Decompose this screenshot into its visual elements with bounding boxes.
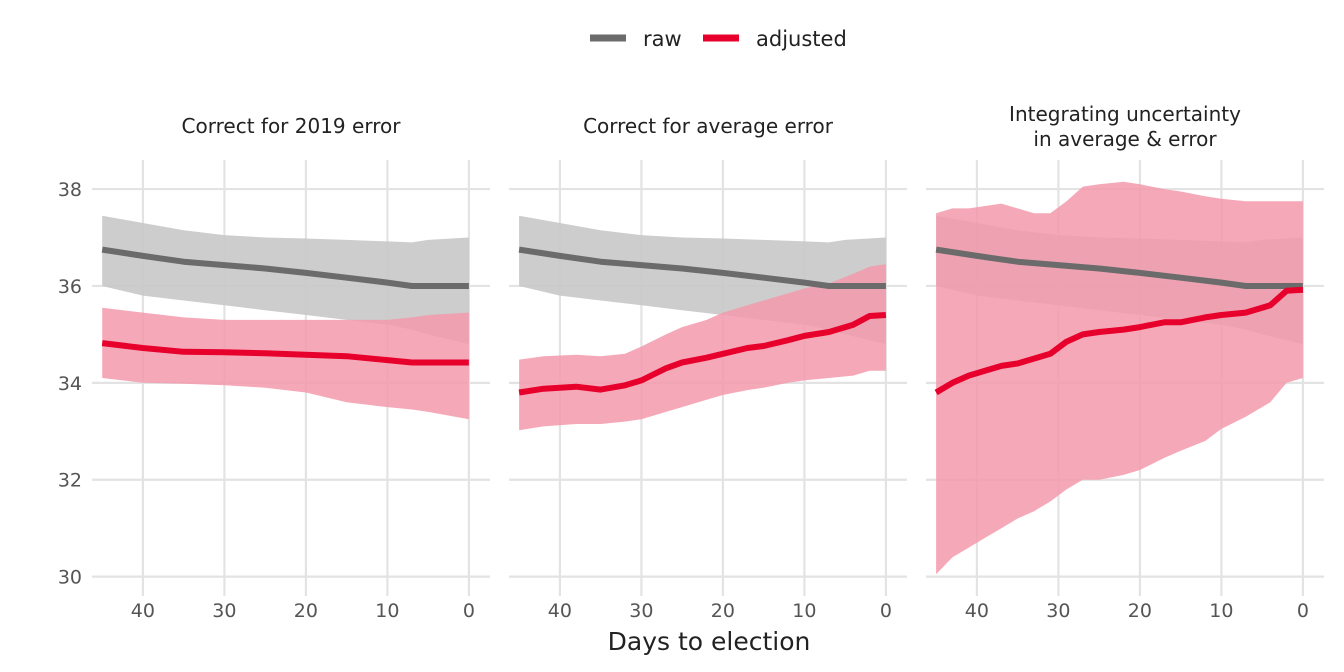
x-tick-label: 0	[1297, 600, 1309, 622]
y-tick-label: 36	[58, 276, 82, 298]
x-tick-label: 30	[212, 600, 236, 622]
confidence-band-adjusted	[102, 307, 469, 420]
x-tick-label: 0	[463, 600, 475, 622]
panel-title: in average & error	[1033, 127, 1217, 151]
series-line-raw	[518, 246, 886, 289]
y-tick-label: 32	[58, 470, 82, 492]
series-line-raw	[101, 246, 469, 289]
confidence-band-raw	[102, 215, 469, 345]
x-tick-label: 20	[294, 600, 318, 622]
panel-title: Integrating uncertainty	[1009, 102, 1241, 126]
series-line-adjusted	[518, 312, 887, 396]
facet-panel: Correct for 2019 error 40 30 20 10 0	[92, 114, 490, 622]
x-tick-label: 40	[965, 600, 989, 622]
x-tick-label: 30	[1046, 600, 1070, 622]
series-line-adjusted	[101, 340, 469, 366]
x-tick-label: 20	[711, 600, 735, 622]
y-axis: 30 32 34 36 38	[58, 179, 82, 589]
y-tick-label: 38	[58, 179, 82, 201]
x-tick-label: 10	[792, 600, 816, 622]
x-tick-label: 0	[880, 600, 892, 622]
x-tick-label: 20	[1128, 600, 1152, 622]
series-line-raw	[935, 246, 1303, 289]
y-tick-label: 34	[58, 373, 82, 395]
x-tick-label: 40	[548, 600, 572, 622]
legend-label-adjusted: adjusted	[756, 27, 847, 51]
x-axis-title: Days to election	[608, 627, 811, 656]
series-line-adjusted	[934, 286, 1304, 396]
x-tick-label: 30	[629, 600, 653, 622]
legend-label-raw: raw	[643, 27, 682, 51]
y-tick-label: 30	[58, 567, 82, 589]
panel-title: Correct for average error	[583, 114, 834, 138]
x-tick-label: 40	[131, 600, 155, 622]
panel-title: Correct for 2019 error	[182, 114, 402, 138]
x-tick-label: 10	[1209, 600, 1233, 622]
x-tick-label: 10	[375, 600, 399, 622]
legend: raw adjusted	[590, 27, 847, 51]
facet-panel: Correct for average error 40 30 20 10 0	[509, 114, 907, 622]
confidence-band-adjusted	[936, 181, 1303, 575]
